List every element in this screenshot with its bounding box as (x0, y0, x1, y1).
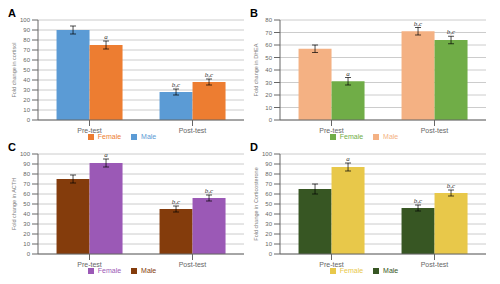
svg-text:b,c: b,c (172, 81, 181, 89)
svg-text:60: 60 (23, 191, 30, 197)
svg-text:50: 50 (265, 201, 272, 207)
html-text:Female: Female (97, 133, 122, 140)
svg-text:80: 80 (23, 37, 30, 43)
svg-text:60: 60 (265, 42, 272, 48)
svg-text:40: 40 (23, 211, 30, 217)
svg-text:Post-test: Post-test (179, 127, 207, 134)
svg-text:40: 40 (265, 67, 272, 73)
svg-text:70: 70 (23, 181, 30, 187)
svg-text:60: 60 (265, 191, 272, 197)
svg-text:10: 10 (23, 241, 30, 247)
svg-text:50: 50 (23, 201, 30, 207)
html-text:D: D (250, 141, 258, 153)
svg-text:0: 0 (27, 117, 31, 123)
svg-text:20: 20 (23, 97, 30, 103)
svg-text:40: 40 (265, 211, 272, 217)
svg-text:50: 50 (23, 67, 30, 73)
html-text:Male: Male (383, 133, 399, 140)
svg-text:Post-test: Post-test (179, 261, 207, 268)
html-text:Female: Female (97, 267, 122, 274)
svg-text:100: 100 (20, 17, 31, 23)
svg-text:Pre-test: Pre-test (319, 127, 344, 134)
svg-text:30: 30 (23, 221, 30, 227)
html-text:Female: Female (339, 267, 364, 274)
svg-text:Fold change in ACTH: Fold change in ACTH (11, 178, 17, 230)
svg-text:Fold change in DHEA: Fold change in DHEA (253, 43, 259, 96)
html-text:Male: Male (141, 267, 157, 274)
svg-text:0: 0 (269, 251, 273, 257)
svg-text:Fold change in Corticosterone: Fold change in Corticosterone (253, 167, 259, 240)
html-text:A: A (8, 7, 16, 19)
html-text:C: C (8, 141, 16, 153)
svg-text:40: 40 (23, 77, 30, 83)
svg-text:b,c: b,c (447, 182, 456, 190)
svg-text:10: 10 (23, 107, 30, 113)
svg-text:30: 30 (265, 80, 272, 86)
svg-text:Post-test: Post-test (421, 127, 449, 134)
svg-text:Post-test: Post-test (421, 261, 449, 268)
svg-text:b,c: b,c (172, 198, 181, 206)
html-text:Male: Male (141, 133, 157, 140)
svg-text:20: 20 (265, 231, 272, 237)
svg-text:b,c: b,c (205, 71, 214, 79)
svg-text:10: 10 (265, 241, 272, 247)
svg-text:80: 80 (265, 17, 272, 23)
svg-text:100: 100 (262, 151, 273, 157)
svg-text:Pre-test: Pre-test (77, 127, 102, 134)
html-text:Male: Male (383, 267, 399, 274)
html-text:Female: Female (339, 133, 364, 140)
svg-text:100: 100 (20, 151, 31, 157)
svg-text:0: 0 (27, 251, 31, 257)
svg-text:20: 20 (23, 231, 30, 237)
svg-text:Fold change in cortisol: Fold change in cortisol (11, 42, 17, 97)
svg-text:60: 60 (23, 57, 30, 63)
svg-text:90: 90 (23, 27, 30, 33)
svg-text:70: 70 (23, 47, 30, 53)
svg-text:a: a (346, 70, 350, 78)
svg-text:90: 90 (23, 161, 30, 167)
svg-text:b,c: b,c (447, 28, 456, 36)
svg-text:Pre-test: Pre-test (319, 261, 344, 268)
svg-text:a: a (104, 151, 108, 159)
svg-text:30: 30 (23, 87, 30, 93)
svg-text:50: 50 (265, 55, 272, 61)
svg-text:0: 0 (269, 117, 273, 123)
html-text:B: B (250, 7, 258, 19)
svg-text:b,c: b,c (414, 197, 423, 205)
svg-text:Pre-test: Pre-test (77, 261, 102, 268)
svg-text:b,c: b,c (414, 20, 423, 28)
svg-text:10: 10 (265, 105, 272, 111)
svg-text:70: 70 (265, 30, 272, 36)
svg-text:a: a (346, 155, 350, 163)
svg-text:b,c: b,c (205, 187, 214, 195)
svg-text:20: 20 (265, 92, 272, 98)
svg-text:80: 80 (265, 171, 272, 177)
svg-text:30: 30 (265, 221, 272, 227)
svg-text:90: 90 (265, 161, 272, 167)
svg-text:a: a (104, 33, 108, 41)
svg-text:70: 70 (265, 181, 272, 187)
svg-text:80: 80 (23, 171, 30, 177)
